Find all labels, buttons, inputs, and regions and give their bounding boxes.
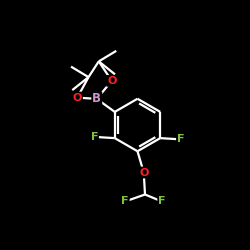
Text: F: F [177,134,184,144]
Text: O: O [72,92,82,102]
Text: F: F [158,196,166,206]
Text: O: O [139,168,148,177]
Text: F: F [90,132,98,142]
Text: F: F [121,196,129,206]
Text: B: B [92,92,101,106]
Text: O: O [107,76,117,86]
